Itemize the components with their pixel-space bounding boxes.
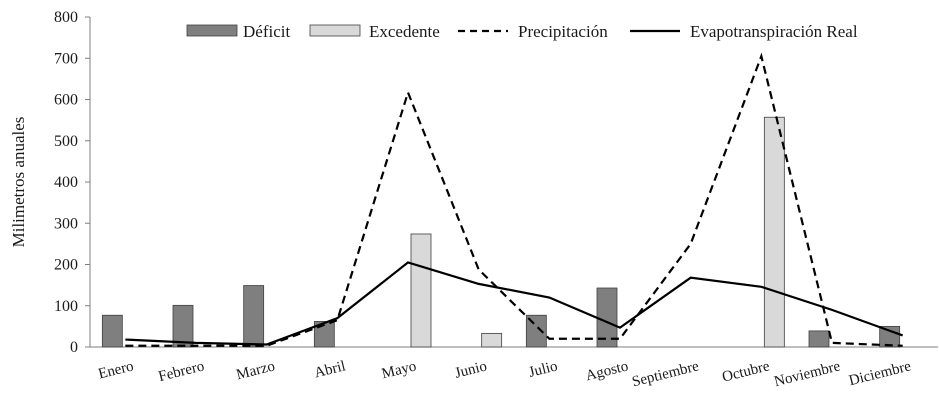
x-tick-label: Noviembre [773, 358, 843, 390]
bar-excedente [410, 233, 432, 348]
y-tick-label: 300 [54, 215, 78, 232]
line-precipitacion [125, 52, 903, 347]
x-tick-label: Septiembre [630, 358, 700, 390]
legend: Déficit Excedente Precipitación Evapotransp… [186, 22, 858, 41]
legend-swatch [186, 24, 238, 37]
bar-deficit [808, 330, 830, 348]
y-tick-label: 400 [54, 174, 78, 191]
y-tick-label: 100 [54, 298, 78, 315]
y-tick-label: 500 [54, 133, 78, 150]
y-tick-label: 0 [70, 339, 78, 356]
legend-label: Déficit [243, 22, 290, 41]
bar-deficit [172, 304, 194, 348]
line-evapotranspiracion [125, 261, 904, 346]
y-tick-label: 600 [54, 92, 78, 109]
y-tick-label: 700 [54, 50, 78, 67]
x-tick-label: Marzo [235, 358, 277, 383]
bar-deficit [101, 314, 123, 348]
y-tick-label: 200 [54, 257, 78, 274]
x-tick-label: Mayo [380, 358, 418, 382]
y-axis: 0 100 200 300 400 500 600 700 800 [54, 9, 91, 356]
x-axis: Enero Febrero Marzo Abril Mayo Junio Julio Agos… [90, 346, 938, 390]
x-tick-label: Diciembre [847, 358, 913, 389]
x-tick-label: Junio [453, 358, 488, 381]
legend-swatch [309, 24, 361, 37]
bar-excedente [763, 116, 785, 348]
y-tick-label: 800 [54, 9, 78, 26]
x-tick-label: Agosto [584, 358, 630, 384]
x-tick-label: Octubre [721, 358, 772, 385]
legend-label: Precipitación [518, 22, 608, 41]
x-tick-label: Febrero [157, 358, 206, 385]
lines [125, 52, 904, 347]
bar-deficit [243, 285, 265, 348]
legend-label: Evapotranspiración Real [690, 22, 858, 41]
x-tick-label: Enero [97, 358, 136, 382]
bars [101, 116, 901, 348]
legend-label: Excedente [369, 22, 440, 41]
bar-excedente [481, 332, 503, 348]
x-tick-label: Julio [527, 358, 559, 381]
x-tick-label: Abril [313, 358, 348, 381]
bar-deficit [879, 325, 901, 348]
bar-deficit [525, 314, 547, 348]
y-axis-title: Milimetros anuales [9, 117, 28, 248]
